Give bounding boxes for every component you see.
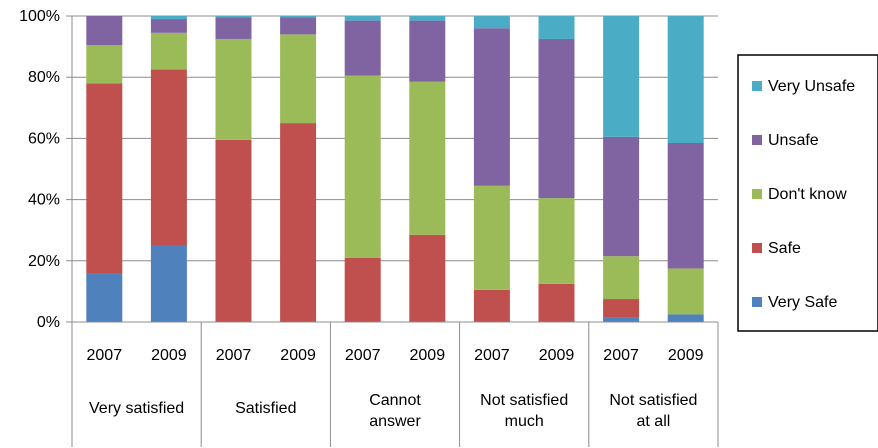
legend-label: Safe — [768, 240, 801, 257]
bar-segment-very-unsafe — [150, 16, 187, 20]
x-category-table: 2007 2009 2007 2009 2007 2009 2007 2009 2007 2009… — [87, 347, 704, 430]
bar-segment-safe — [280, 123, 317, 322]
legend: Very Unsafe Unsafe Don't know Safe Very Safe — [737, 54, 878, 332]
x-tick-label: 2009 — [151, 347, 187, 364]
bar-segment-don-t-know — [409, 81, 446, 235]
bar-segment-unsafe — [409, 20, 446, 82]
bar-segment-very-safe — [667, 314, 704, 322]
bar-segment-unsafe — [280, 17, 317, 35]
bar-segment-safe — [344, 257, 381, 322]
x-tick-label: 2007 — [345, 347, 381, 364]
x-tick-label: 2009 — [410, 347, 446, 364]
y-tick-label: 40% — [28, 192, 60, 209]
bar-segment-unsafe — [603, 136, 640, 257]
legend-swatch — [752, 297, 762, 307]
group-label: Not satisfied — [609, 392, 697, 409]
bar-segment-very-unsafe — [409, 16, 446, 21]
bar-segment-very-safe — [150, 245, 187, 322]
bar-segment-unsafe — [473, 28, 510, 186]
legend-swatch — [752, 135, 762, 145]
bar-segment-don-t-know — [86, 45, 123, 84]
x-tick-label: 2007 — [216, 347, 252, 364]
legend-label: Very Safe — [768, 294, 837, 311]
y-tick-label: 80% — [28, 69, 60, 86]
group-label: Cannot — [369, 392, 421, 409]
y-tick-labels: 0% 20% 40% 60% 80% 100% — [19, 8, 60, 331]
legend-label: Unsafe — [768, 132, 819, 149]
x-tick-label: 2009 — [280, 347, 316, 364]
bar-segment-very-unsafe — [280, 16, 317, 18]
x-tick-label: 2007 — [474, 347, 510, 364]
legend-label: Very Unsafe — [768, 78, 855, 95]
bar-segment-don-t-know — [280, 34, 317, 124]
bar-segment-very-unsafe — [538, 16, 575, 39]
bar-segment-very-safe — [603, 317, 640, 322]
legend-label: Don't know — [768, 186, 847, 203]
axes — [66, 15, 719, 447]
bar-segment-don-t-know — [215, 38, 252, 140]
bar-segment-don-t-know — [150, 32, 187, 70]
bar-segment-safe — [150, 69, 187, 246]
bar-segment-don-t-know — [538, 198, 575, 284]
x-tick-label: 2007 — [603, 347, 639, 364]
bar-segment-unsafe — [667, 142, 704, 269]
group-label: at all — [637, 413, 671, 430]
bar-segment-don-t-know — [603, 256, 640, 300]
bar-segment-unsafe — [215, 17, 252, 39]
bar-segment-don-t-know — [667, 268, 704, 315]
bar-segment-safe — [409, 234, 446, 322]
y-tick-label: 0% — [37, 314, 60, 331]
bar-segment-very-unsafe — [603, 16, 640, 137]
group-label: much — [505, 413, 544, 430]
group-label: Very satisfied — [89, 400, 184, 417]
bar-segment-safe — [538, 283, 575, 322]
bar-segment-safe — [603, 299, 640, 318]
bar-segment-don-t-know — [344, 75, 381, 258]
bar-segment-don-t-know — [473, 185, 510, 290]
legend-swatch — [752, 81, 762, 91]
bar-segment-safe — [215, 139, 252, 322]
group-label: answer — [369, 413, 421, 430]
bar-segment-unsafe — [150, 19, 187, 33]
bar-segment-very-safe — [86, 273, 123, 322]
bar-segment-safe — [86, 83, 123, 274]
bar-segment-unsafe — [538, 38, 575, 199]
legend-swatch — [752, 243, 762, 253]
group-label: Satisfied — [235, 400, 296, 417]
legend-swatch — [752, 189, 762, 199]
y-tick-label: 100% — [19, 8, 60, 25]
bar-segment-very-unsafe — [473, 16, 510, 29]
bar-segment-safe — [473, 289, 510, 322]
bar-segment-unsafe — [86, 16, 123, 46]
y-tick-label: 60% — [28, 130, 60, 147]
bar-segment-very-unsafe — [344, 16, 381, 21]
bar-segment-very-unsafe — [215, 16, 252, 18]
y-tick-label: 20% — [28, 253, 60, 270]
group-label: Not satisfied — [480, 392, 568, 409]
x-tick-label: 2009 — [668, 347, 704, 364]
bar-segment-unsafe — [344, 20, 381, 76]
x-tick-label: 2009 — [539, 347, 575, 364]
bar-segment-very-unsafe — [667, 16, 704, 143]
bars — [86, 16, 704, 322]
x-tick-label: 2007 — [87, 347, 123, 364]
